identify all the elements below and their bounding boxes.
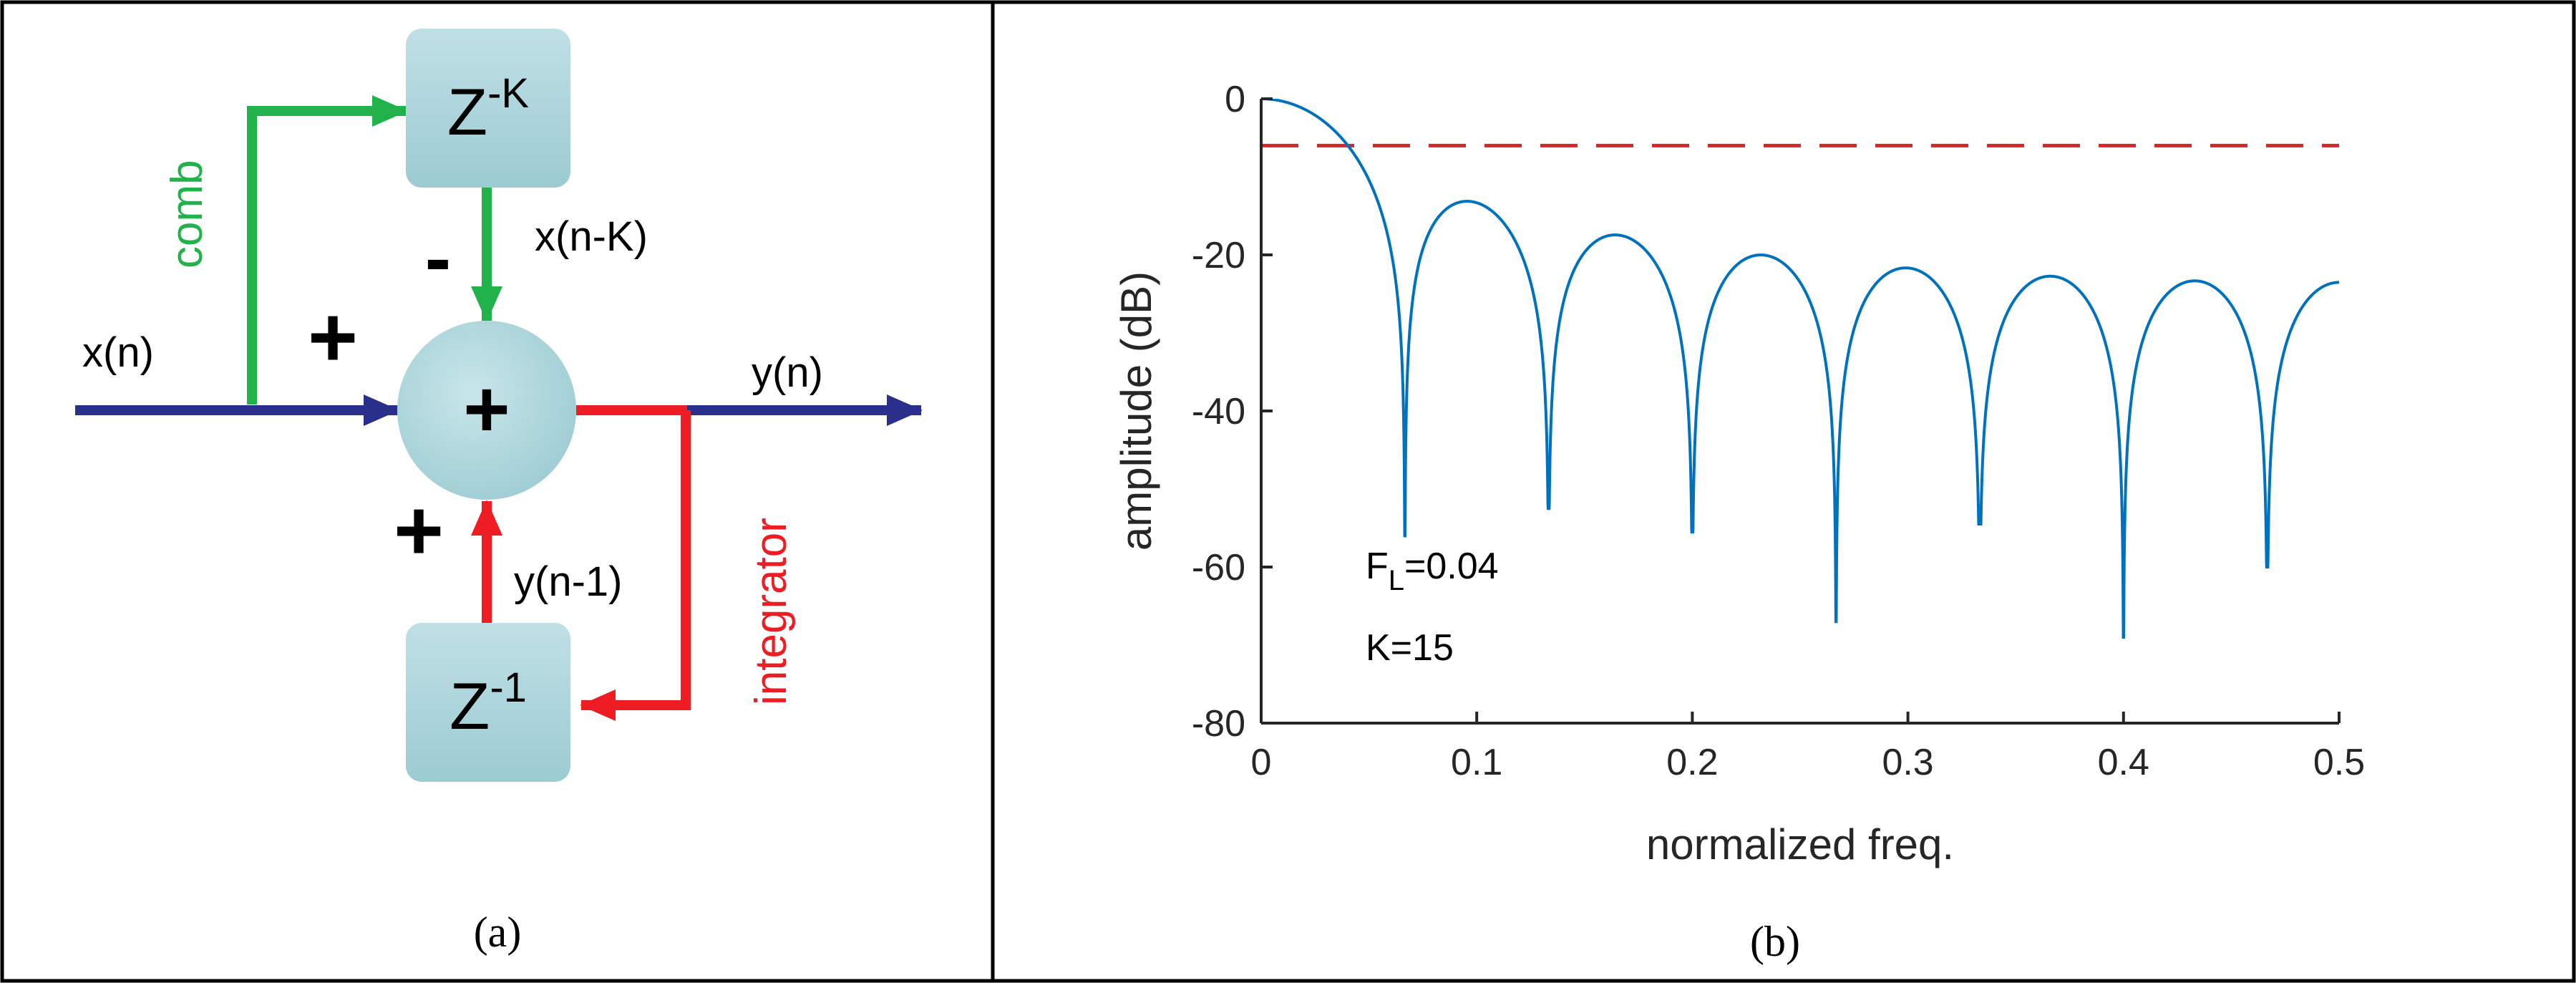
delayed-input-label: x(n-K) — [535, 213, 648, 260]
delay-1-block — [406, 623, 570, 782]
x-tick-label: 0.1 — [1451, 742, 1502, 783]
y-tick-label: -20 — [1192, 235, 1245, 276]
feedback-label: y(n-1) — [514, 558, 622, 605]
caption-b: (b) — [1750, 918, 1800, 965]
x-tick-label: 0.2 — [1666, 742, 1718, 783]
adder-symbol: + — [463, 364, 510, 454]
caption-a: (a) — [474, 909, 522, 956]
x-tick-label: 0.4 — [2098, 742, 2149, 783]
sign-comb: - — [425, 214, 452, 302]
panel-a: + Z-K Z-1 comb integrator x(n) y(n) x(n-… — [75, 29, 923, 956]
y-tick-label: 0 — [1225, 79, 1245, 120]
comb-feed-line — [247, 95, 408, 405]
sign-feedback: + — [394, 483, 444, 578]
y-tick-label: -60 — [1192, 547, 1245, 589]
output-label: y(n) — [752, 349, 823, 396]
x-axis-label: normalized freq. — [1646, 820, 1954, 868]
chart: 0 0.1 0.2 0.3 0.4 0.5 0 -20 -40 -60 -80 normalize… — [1112, 79, 2365, 868]
delay-k-block — [406, 29, 570, 188]
sign-input: + — [308, 289, 358, 385]
y-axis-label: amplitude (dB) — [1112, 271, 1160, 551]
y-ticks: 0 -20 -40 -60 -80 — [1192, 79, 1273, 745]
x-tick-label: 0.3 — [1882, 742, 1933, 783]
y-tick-label: -80 — [1192, 703, 1245, 745]
x-tick-label: 0 — [1251, 742, 1272, 783]
annotation-k: K=15 — [1366, 627, 1454, 669]
x-ticks: 0 0.1 0.2 0.3 0.4 0.5 — [1251, 712, 2365, 783]
delay-k-label: Z-K — [447, 70, 530, 149]
y-tick-label: -40 — [1192, 391, 1245, 432]
x-tick-label: 0.5 — [2313, 742, 2365, 783]
response-curve — [1261, 99, 2339, 639]
annotation-fl: FL=0.04 — [1366, 546, 1499, 596]
integrator-label: integrator — [747, 518, 796, 705]
delay-1-label: Z-1 — [449, 664, 527, 743]
comb-label: comb — [162, 160, 212, 268]
panel-b: 0 0.1 0.2 0.3 0.4 0.5 0 -20 -40 -60 -80 normalize… — [1112, 79, 2365, 965]
input-label: x(n) — [82, 329, 154, 376]
integrator-loop-line — [580, 410, 691, 721]
adder-node — [397, 321, 576, 500]
